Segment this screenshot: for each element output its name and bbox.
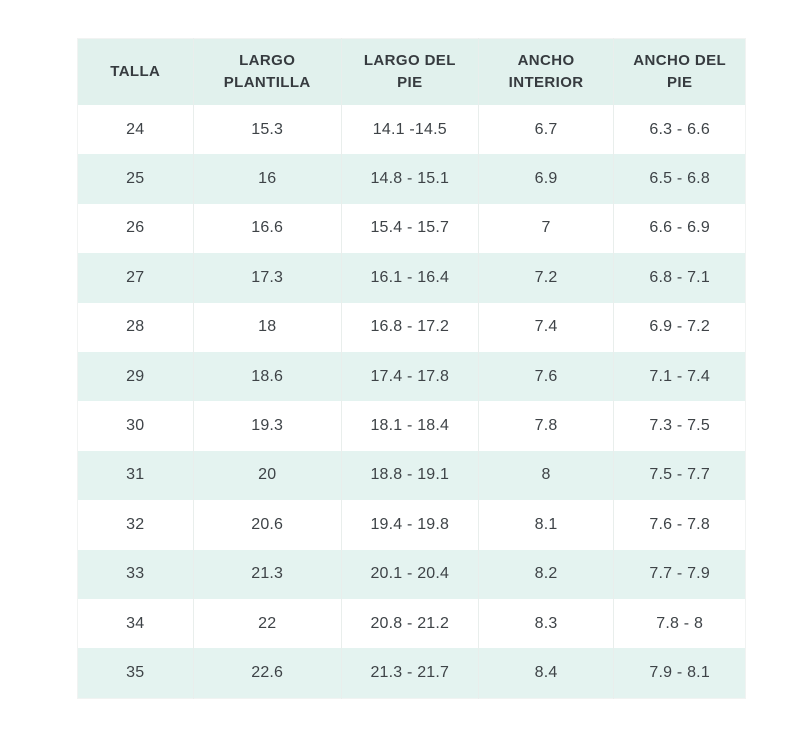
table-row: 35 22.6 21.3 - 21.7 8.4 7.9 - 8.1 <box>77 648 746 699</box>
cell-largo-del-pie: 18.8 - 19.1 <box>340 450 479 501</box>
cell-largo-plantilla: 18 <box>192 302 342 352</box>
table-row: 24 15.3 14.1 -14.5 6.7 6.3 - 6.6 <box>77 105 746 155</box>
cell-largo-plantilla: 21.3 <box>192 549 342 599</box>
cell-largo-plantilla: 19.3 <box>192 401 342 451</box>
cell-largo-plantilla: 20 <box>192 450 342 501</box>
table-header: TALLA LARGO PLANTILLA LARGO DEL PIE ANCH… <box>77 38 746 105</box>
cell-talla: 24 <box>126 120 145 138</box>
cell-ancho-del-pie: 7.6 - 7.8 <box>613 500 746 550</box>
cell-largo-plantilla: 16.6 <box>192 203 342 254</box>
cell-ancho-del-pie: 7.1 - 7.4 <box>613 351 746 402</box>
cell-ancho-interior: 6.9 <box>477 154 614 204</box>
cell-ancho-interior: 8.1 <box>477 500 614 550</box>
cell-talla: 28 <box>126 318 145 336</box>
cell-ancho-interior: 8.2 <box>477 549 614 599</box>
cell-ancho-del-pie: 7.9 - 8.1 <box>613 648 746 699</box>
cell-largo-plantilla: 18.6 <box>192 351 342 402</box>
size-table: TALLA LARGO PLANTILLA LARGO DEL PIE ANCH… <box>77 38 746 699</box>
cell-ancho-interior: 7.8 <box>477 401 614 451</box>
cell-ancho-interior: 8.4 <box>477 648 614 699</box>
cell-ancho-del-pie: 6.9 - 7.2 <box>613 302 746 352</box>
cell-ancho-del-pie: 6.6 - 6.9 <box>613 203 746 254</box>
cell-ancho-interior: 7 <box>477 203 614 254</box>
cell-talla: 31 <box>126 466 145 484</box>
cell-largo-del-pie: 16.8 - 17.2 <box>340 302 479 352</box>
cell-ancho-del-pie: 7.5 - 7.7 <box>613 450 746 501</box>
cell-ancho-del-pie: 6.8 - 7.1 <box>613 253 746 303</box>
cell-ancho-interior: 7.4 <box>477 302 614 352</box>
cell-largo-del-pie: 18.1 - 18.4 <box>340 401 479 451</box>
table-row: 30 19.3 18.1 - 18.4 7.8 7.3 - 7.5 <box>77 401 746 451</box>
cell-talla: 32 <box>126 515 145 533</box>
cell-ancho-del-pie: 7.8 - 8 <box>613 598 746 649</box>
table-row: 31 20 18.8 - 19.1 8 7.5 - 7.7 <box>77 450 746 501</box>
cell-ancho-del-pie: 6.5 - 6.8 <box>613 154 746 204</box>
table-row: 34 22 20.8 - 21.2 8.3 7.8 - 8 <box>77 598 746 649</box>
cell-largo-del-pie: 21.3 - 21.7 <box>340 648 479 699</box>
cell-talla: 26 <box>126 219 145 237</box>
cell-largo-plantilla: 22 <box>192 598 342 649</box>
cell-largo-del-pie: 14.8 - 15.1 <box>340 154 479 204</box>
table-row: 32 20.6 19.4 - 19.8 8.1 7.6 - 7.8 <box>77 500 746 550</box>
table-row: 27 17.3 16.1 - 16.4 7.2 6.8 - 7.1 <box>77 253 746 303</box>
cell-largo-plantilla: 17.3 <box>192 253 342 303</box>
cell-largo-del-pie: 14.1 -14.5 <box>340 105 479 155</box>
cell-largo-del-pie: 16.1 - 16.4 <box>340 253 479 303</box>
cell-talla: 33 <box>126 565 145 583</box>
cell-talla: 30 <box>126 417 145 435</box>
cell-ancho-interior: 7.2 <box>477 253 614 303</box>
cell-ancho-interior: 7.6 <box>477 351 614 402</box>
cell-largo-plantilla: 16 <box>192 154 342 204</box>
cell-ancho-del-pie: 6.3 - 6.6 <box>613 105 746 155</box>
cell-talla: 35 <box>126 663 145 681</box>
cell-largo-plantilla: 15.3 <box>192 105 342 155</box>
column-header-largo-del-pie: LARGO DEL PIE <box>340 38 479 105</box>
column-header-largo-plantilla: LARGO PLANTILLA <box>192 38 342 105</box>
cell-largo-del-pie: 20.1 - 20.4 <box>340 549 479 599</box>
cell-talla: 34 <box>126 614 145 632</box>
column-header-ancho-interior: ANCHO INTERIOR <box>477 38 614 105</box>
size-chart-container: TALLA LARGO PLANTILLA LARGO DEL PIE ANCH… <box>77 38 746 699</box>
cell-talla: 29 <box>126 367 145 385</box>
header-row: TALLA LARGO PLANTILLA LARGO DEL PIE ANCH… <box>77 38 746 105</box>
table-body: 24 15.3 14.1 -14.5 6.7 6.3 - 6.6 25 16 1… <box>77 105 746 699</box>
column-header-talla: TALLA <box>77 38 194 105</box>
cell-ancho-del-pie: 7.3 - 7.5 <box>613 401 746 451</box>
cell-largo-del-pie: 15.4 - 15.7 <box>340 203 479 254</box>
cell-largo-del-pie: 19.4 - 19.8 <box>340 500 479 550</box>
cell-talla: 25 <box>126 170 145 188</box>
cell-ancho-interior: 8.3 <box>477 598 614 649</box>
table-row: 29 18.6 17.4 - 17.8 7.6 7.1 - 7.4 <box>77 351 746 402</box>
table-row: 25 16 14.8 - 15.1 6.9 6.5 - 6.8 <box>77 154 746 204</box>
cell-largo-del-pie: 17.4 - 17.8 <box>340 351 479 402</box>
cell-largo-plantilla: 20.6 <box>192 500 342 550</box>
table-row: 28 18 16.8 - 17.2 7.4 6.9 - 7.2 <box>77 302 746 352</box>
cell-ancho-interior: 6.7 <box>477 105 614 155</box>
cell-ancho-interior: 8 <box>477 450 614 501</box>
table-row: 33 21.3 20.1 - 20.4 8.2 7.7 - 7.9 <box>77 549 746 599</box>
cell-largo-del-pie: 20.8 - 21.2 <box>340 598 479 649</box>
cell-talla: 27 <box>126 268 145 286</box>
column-header-ancho-del-pie: ANCHO DEL PIE <box>613 38 746 105</box>
cell-ancho-del-pie: 7.7 - 7.9 <box>613 549 746 599</box>
table-row: 26 16.6 15.4 - 15.7 7 6.6 - 6.9 <box>77 203 746 254</box>
cell-largo-plantilla: 22.6 <box>192 648 342 699</box>
